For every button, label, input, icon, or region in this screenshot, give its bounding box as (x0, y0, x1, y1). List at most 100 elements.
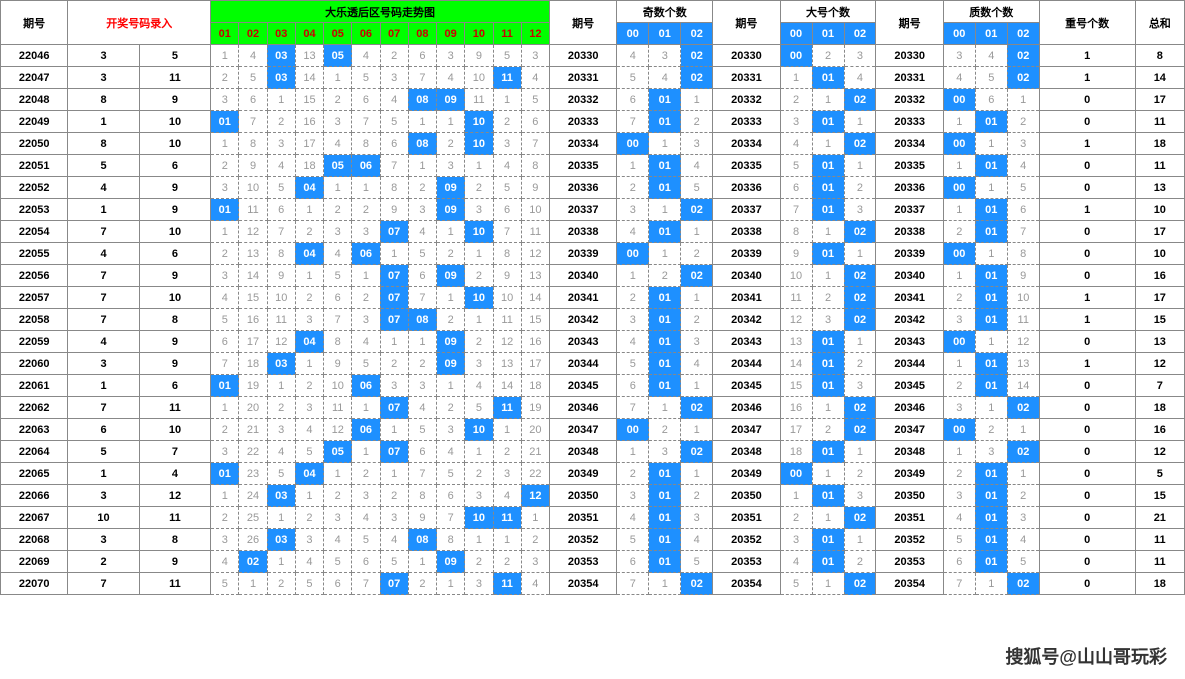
cell: 7 (521, 133, 549, 155)
trend-col-03: 03 (267, 23, 295, 45)
cell: 20349 (713, 463, 780, 485)
cell: 20345 (876, 375, 943, 397)
trend-col-01: 01 (211, 23, 239, 45)
cell: 12 (780, 309, 812, 331)
cell: 6 (408, 45, 436, 67)
cell: 01 (812, 111, 844, 133)
cell: 0 (1039, 375, 1135, 397)
cell: 10 (465, 221, 493, 243)
cell: 22049 (1, 111, 68, 133)
cell: 3 (780, 111, 812, 133)
cell: 1 (649, 397, 681, 419)
cell: 1 (437, 375, 465, 397)
cell: 17 (295, 133, 323, 155)
cell: 12 (267, 331, 295, 353)
cell: 01 (649, 331, 681, 353)
cell: 7 (437, 507, 465, 529)
cell: 5 (267, 177, 295, 199)
cell: 1 (812, 463, 844, 485)
sub012: 01 (975, 23, 1007, 45)
cell: 1 (267, 507, 295, 529)
cell: 1 (352, 265, 380, 287)
cell: 17 (1135, 221, 1184, 243)
cell: 01 (649, 485, 681, 507)
cell: 3 (352, 309, 380, 331)
cell: 20354 (549, 573, 616, 595)
cell: 3 (1007, 507, 1039, 529)
cell: 22069 (1, 551, 68, 573)
cell: 1 (1039, 133, 1135, 155)
cell: 5 (211, 573, 239, 595)
cell: 1 (844, 155, 876, 177)
cell: 1 (465, 309, 493, 331)
cell: 02 (844, 419, 876, 441)
cell: 10 (521, 199, 549, 221)
cell: 3 (380, 67, 408, 89)
cell: 1 (380, 243, 408, 265)
cell: 2 (780, 89, 812, 111)
cell: 2 (780, 507, 812, 529)
cell: 1 (437, 573, 465, 595)
cell: 6 (239, 89, 267, 111)
cell: 15 (1135, 309, 1184, 331)
cell: 20340 (876, 265, 943, 287)
cell: 0 (1039, 177, 1135, 199)
cell: 2 (211, 507, 239, 529)
cell: 06 (352, 375, 380, 397)
cell: 1 (649, 573, 681, 595)
cell: 9 (139, 177, 210, 199)
cell: 7 (617, 397, 649, 419)
cell: 1 (68, 375, 139, 397)
cell: 20348 (549, 441, 616, 463)
cell: 3 (943, 397, 975, 419)
cell: 07 (380, 287, 408, 309)
cell: 01 (975, 221, 1007, 243)
cell: 5 (324, 265, 352, 287)
cell: 1 (812, 507, 844, 529)
cell: 7 (68, 309, 139, 331)
cell: 22046 (1, 45, 68, 67)
col-sp2: 期号 (713, 1, 780, 45)
sub012: 01 (812, 23, 844, 45)
cell: 18 (295, 155, 323, 177)
cell: 7 (380, 155, 408, 177)
cell: 20354 (876, 573, 943, 595)
cell: 17 (239, 331, 267, 353)
cell: 3 (380, 507, 408, 529)
table-row: 2207071151256707213114203547102203545102… (1, 573, 1185, 595)
cell: 14 (239, 265, 267, 287)
cell: 2 (352, 463, 380, 485)
cell: 4 (211, 287, 239, 309)
cell: 2 (465, 551, 493, 573)
cell: 1 (812, 221, 844, 243)
cell: 11 (1135, 155, 1184, 177)
cell: 01 (649, 221, 681, 243)
cell: 1 (943, 265, 975, 287)
cell: 07 (380, 397, 408, 419)
cell: 2 (465, 177, 493, 199)
cell: 3 (68, 353, 139, 375)
cell: 6 (408, 265, 436, 287)
cell: 5 (437, 463, 465, 485)
cell: 22064 (1, 441, 68, 463)
cell: 01 (975, 155, 1007, 177)
cell: 20343 (876, 331, 943, 353)
cell: 5 (943, 529, 975, 551)
cell: 2 (1007, 485, 1039, 507)
cell: 20338 (549, 221, 616, 243)
cell: 2 (493, 111, 521, 133)
cell: 1 (408, 551, 436, 573)
cell: 2 (437, 309, 465, 331)
cell: 4 (617, 45, 649, 67)
table-row: 2205878516113730708211115203423012203421… (1, 309, 1185, 331)
cell: 9 (380, 199, 408, 221)
cell: 20351 (549, 507, 616, 529)
cell: 1 (380, 331, 408, 353)
cell: 14 (493, 375, 521, 397)
cell: 6 (324, 287, 352, 309)
cell: 5 (68, 155, 139, 177)
cell: 13 (1007, 353, 1039, 375)
cell: 6 (352, 551, 380, 573)
trend-col-06: 06 (352, 23, 380, 45)
cell: 2 (649, 419, 681, 441)
